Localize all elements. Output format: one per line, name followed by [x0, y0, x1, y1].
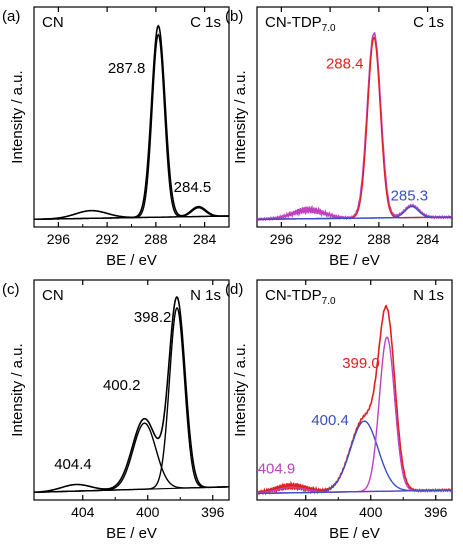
x-axis-label: BE / eV	[106, 525, 157, 542]
peak-label: 404.9	[258, 461, 296, 478]
y-axis-label: Intensity / a.u.	[232, 343, 249, 436]
series-line-0	[34, 296, 229, 493]
plot-frame	[256, 279, 453, 501]
x-tick-label: 296	[270, 231, 294, 247]
core-level-label: N 1s	[190, 287, 221, 304]
x-axis-label: BE / eV	[329, 252, 380, 269]
peak-label: 398.2	[134, 309, 172, 326]
peak-label: 404.4	[54, 456, 92, 473]
panel-label: (b)	[225, 8, 243, 25]
x-tick-label: 400	[136, 504, 160, 520]
panel-c: 404 400 396 BE / eV Intensity / a.u. (c) CN N 1…	[2, 279, 230, 542]
baseline-line	[256, 216, 453, 220]
x-tick-label: 288	[367, 231, 391, 247]
core-level-label: N 1s	[413, 287, 444, 304]
x-tick-label: 292	[95, 231, 119, 247]
panel-label: (a)	[2, 8, 20, 25]
peak-label: 400.2	[103, 377, 141, 394]
peak-label: 284.5	[174, 179, 212, 196]
baseline-line	[33, 486, 230, 493]
x-axis-label: BE / eV	[329, 525, 380, 542]
peak-label: 400.4	[311, 412, 349, 429]
y-axis-label: Intensity / a.u.	[9, 343, 26, 436]
sample-name: CN	[42, 14, 64, 31]
series-line-1	[257, 420, 452, 495]
panel-label: (c)	[2, 281, 20, 298]
series-line-0	[257, 31, 452, 222]
plot-frame	[33, 279, 230, 501]
x-tick-label: 396	[201, 504, 225, 520]
core-level-label: C 1s	[190, 14, 221, 31]
y-axis-label: Intensity / a.u.	[232, 70, 249, 163]
baseline-line	[33, 215, 230, 220]
baseline-line	[256, 489, 453, 494]
x-tick-label: 292	[318, 231, 342, 247]
x-tick-label: 284	[193, 231, 217, 247]
peak-label: 287.8	[108, 60, 146, 77]
x-tick-label: 288	[144, 231, 168, 247]
x-tick-label: 296	[47, 231, 71, 247]
y-axis-label: Intensity / a.u.	[9, 70, 26, 163]
peak-label: 285.3	[391, 188, 429, 205]
peak-label: 288.4	[326, 56, 364, 73]
x-tick-label: 404	[71, 504, 95, 520]
x-tick-label: 400	[359, 504, 383, 520]
core-level-label: C 1s	[413, 14, 444, 31]
x-tick-label: 396	[424, 504, 448, 520]
panel-a: 296 292 288 284 BE / eV Intensity / a.u. (a) CN…	[2, 6, 230, 269]
sample-name: CN-TDP7.0	[265, 287, 336, 307]
x-tick-label: 404	[294, 504, 318, 520]
sample-name: CN	[42, 287, 64, 304]
sample-name: CN-TDP7.0	[265, 14, 336, 34]
panel-label: (d)	[225, 281, 243, 298]
peak-label: 399.0	[342, 355, 380, 372]
x-tick-label: 284	[416, 231, 440, 247]
x-axis-label: BE / eV	[106, 252, 157, 269]
panel-d: 404 400 396 BE / eV Intensity / a.u. (d) CN-TD…	[225, 279, 453, 542]
panel-b: 296 292 288 284 BE / eV Intensity / a.u. (b) CN…	[225, 6, 453, 269]
